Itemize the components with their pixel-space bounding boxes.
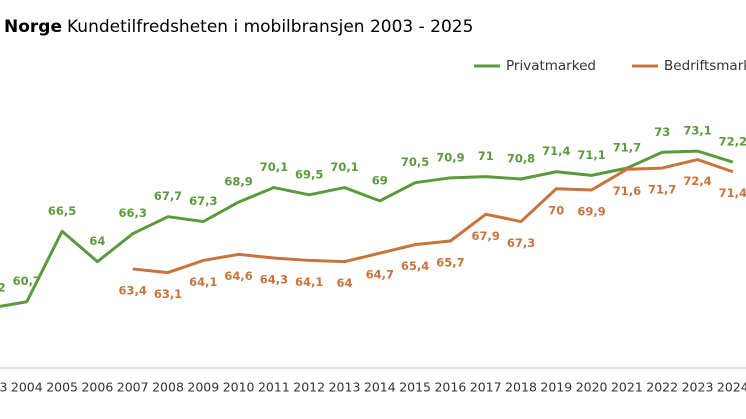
x-tick-label: 2021	[611, 380, 643, 395]
data-label: 71,4	[719, 186, 746, 200]
data-label: 64,1	[295, 275, 323, 289]
data-label: 64	[336, 276, 352, 290]
data-label: 70,8	[507, 152, 535, 166]
data-label: 72,2	[719, 135, 746, 149]
data-label: 67,9	[472, 229, 500, 243]
x-tick-label: 2012	[293, 380, 325, 395]
x-tick-label: 2018	[505, 380, 537, 395]
data-label: 70,1	[260, 160, 288, 174]
chart-title: Norge Kundetilfredsheten i mobilbransjen …	[4, 17, 473, 37]
x-tick-label: 2016	[434, 380, 466, 395]
data-label: 71,1	[577, 148, 605, 162]
x-tick-label: 2004	[11, 380, 43, 395]
data-label: 72,4	[683, 174, 711, 188]
data-label: 73,1	[683, 124, 711, 138]
legend-label: Privatmarked	[506, 58, 596, 74]
data-label: 60,7	[13, 274, 41, 288]
data-label: 64,1	[189, 275, 217, 289]
data-label: 70,5	[401, 155, 429, 169]
data-label: 67,3	[507, 236, 535, 250]
data-label: 71,7	[648, 183, 676, 197]
x-tick-label: 2015	[399, 380, 431, 395]
data-label: 65,4	[401, 259, 429, 273]
legend-label: Bedriftsmarked	[664, 58, 746, 74]
x-tick-label: 2003	[0, 380, 7, 395]
title-bold: Norge	[4, 17, 62, 37]
x-tick-label: 2006	[81, 380, 113, 395]
series-line	[0, 149, 734, 308]
x-tick-label: 2014	[364, 380, 396, 395]
x-tick-label: 2022	[646, 380, 678, 395]
data-label: 69	[372, 173, 388, 187]
series-line	[132, 158, 734, 275]
data-label: 65,7	[436, 255, 464, 269]
data-label: 64,6	[224, 269, 252, 283]
data-label: 64,3	[260, 273, 288, 287]
data-label: 70,1	[330, 160, 358, 174]
data-label: 73	[654, 125, 670, 139]
data-label: 66,5	[48, 204, 76, 218]
data-label: 71,6	[613, 184, 641, 198]
x-tick-label: 2005	[46, 380, 78, 395]
x-tick-label: 2010	[223, 380, 255, 395]
x-tick-label: 2008	[152, 380, 184, 395]
x-tick-label: 2024	[717, 380, 746, 395]
data-label: 64	[89, 234, 105, 248]
data-label: 68,9	[224, 175, 252, 189]
data-label: 71,4	[542, 144, 570, 158]
x-tick-label: 2020	[576, 380, 608, 395]
data-label: 63,4	[119, 283, 147, 297]
data-label: 67,7	[154, 189, 182, 203]
data-label: 69,9	[577, 204, 605, 218]
x-tick-label: 2013	[329, 380, 361, 395]
x-tick-label: 2009	[187, 380, 219, 395]
x-tick-label: 2023	[682, 380, 714, 395]
data-label: 70,9	[436, 150, 464, 164]
data-label: 67,3	[189, 194, 217, 208]
title-text: Kundetilfredsheten i mobilbransjen 2003 …	[67, 17, 473, 37]
data-label: 63,1	[154, 287, 182, 301]
data-label: 71,7	[613, 141, 641, 155]
x-tick-label: 2019	[540, 380, 572, 395]
x-tick-label: 2007	[117, 380, 149, 395]
data-label: 64,7	[366, 268, 394, 282]
x-tick-label: 2011	[258, 380, 290, 395]
data-label: 70	[548, 203, 564, 217]
data-label: 66,3	[119, 206, 147, 220]
data-label: 69,5	[295, 167, 323, 181]
data-label: 71	[478, 149, 494, 163]
x-tick-label: 2017	[470, 380, 502, 395]
data-label: 60,2	[0, 280, 6, 294]
